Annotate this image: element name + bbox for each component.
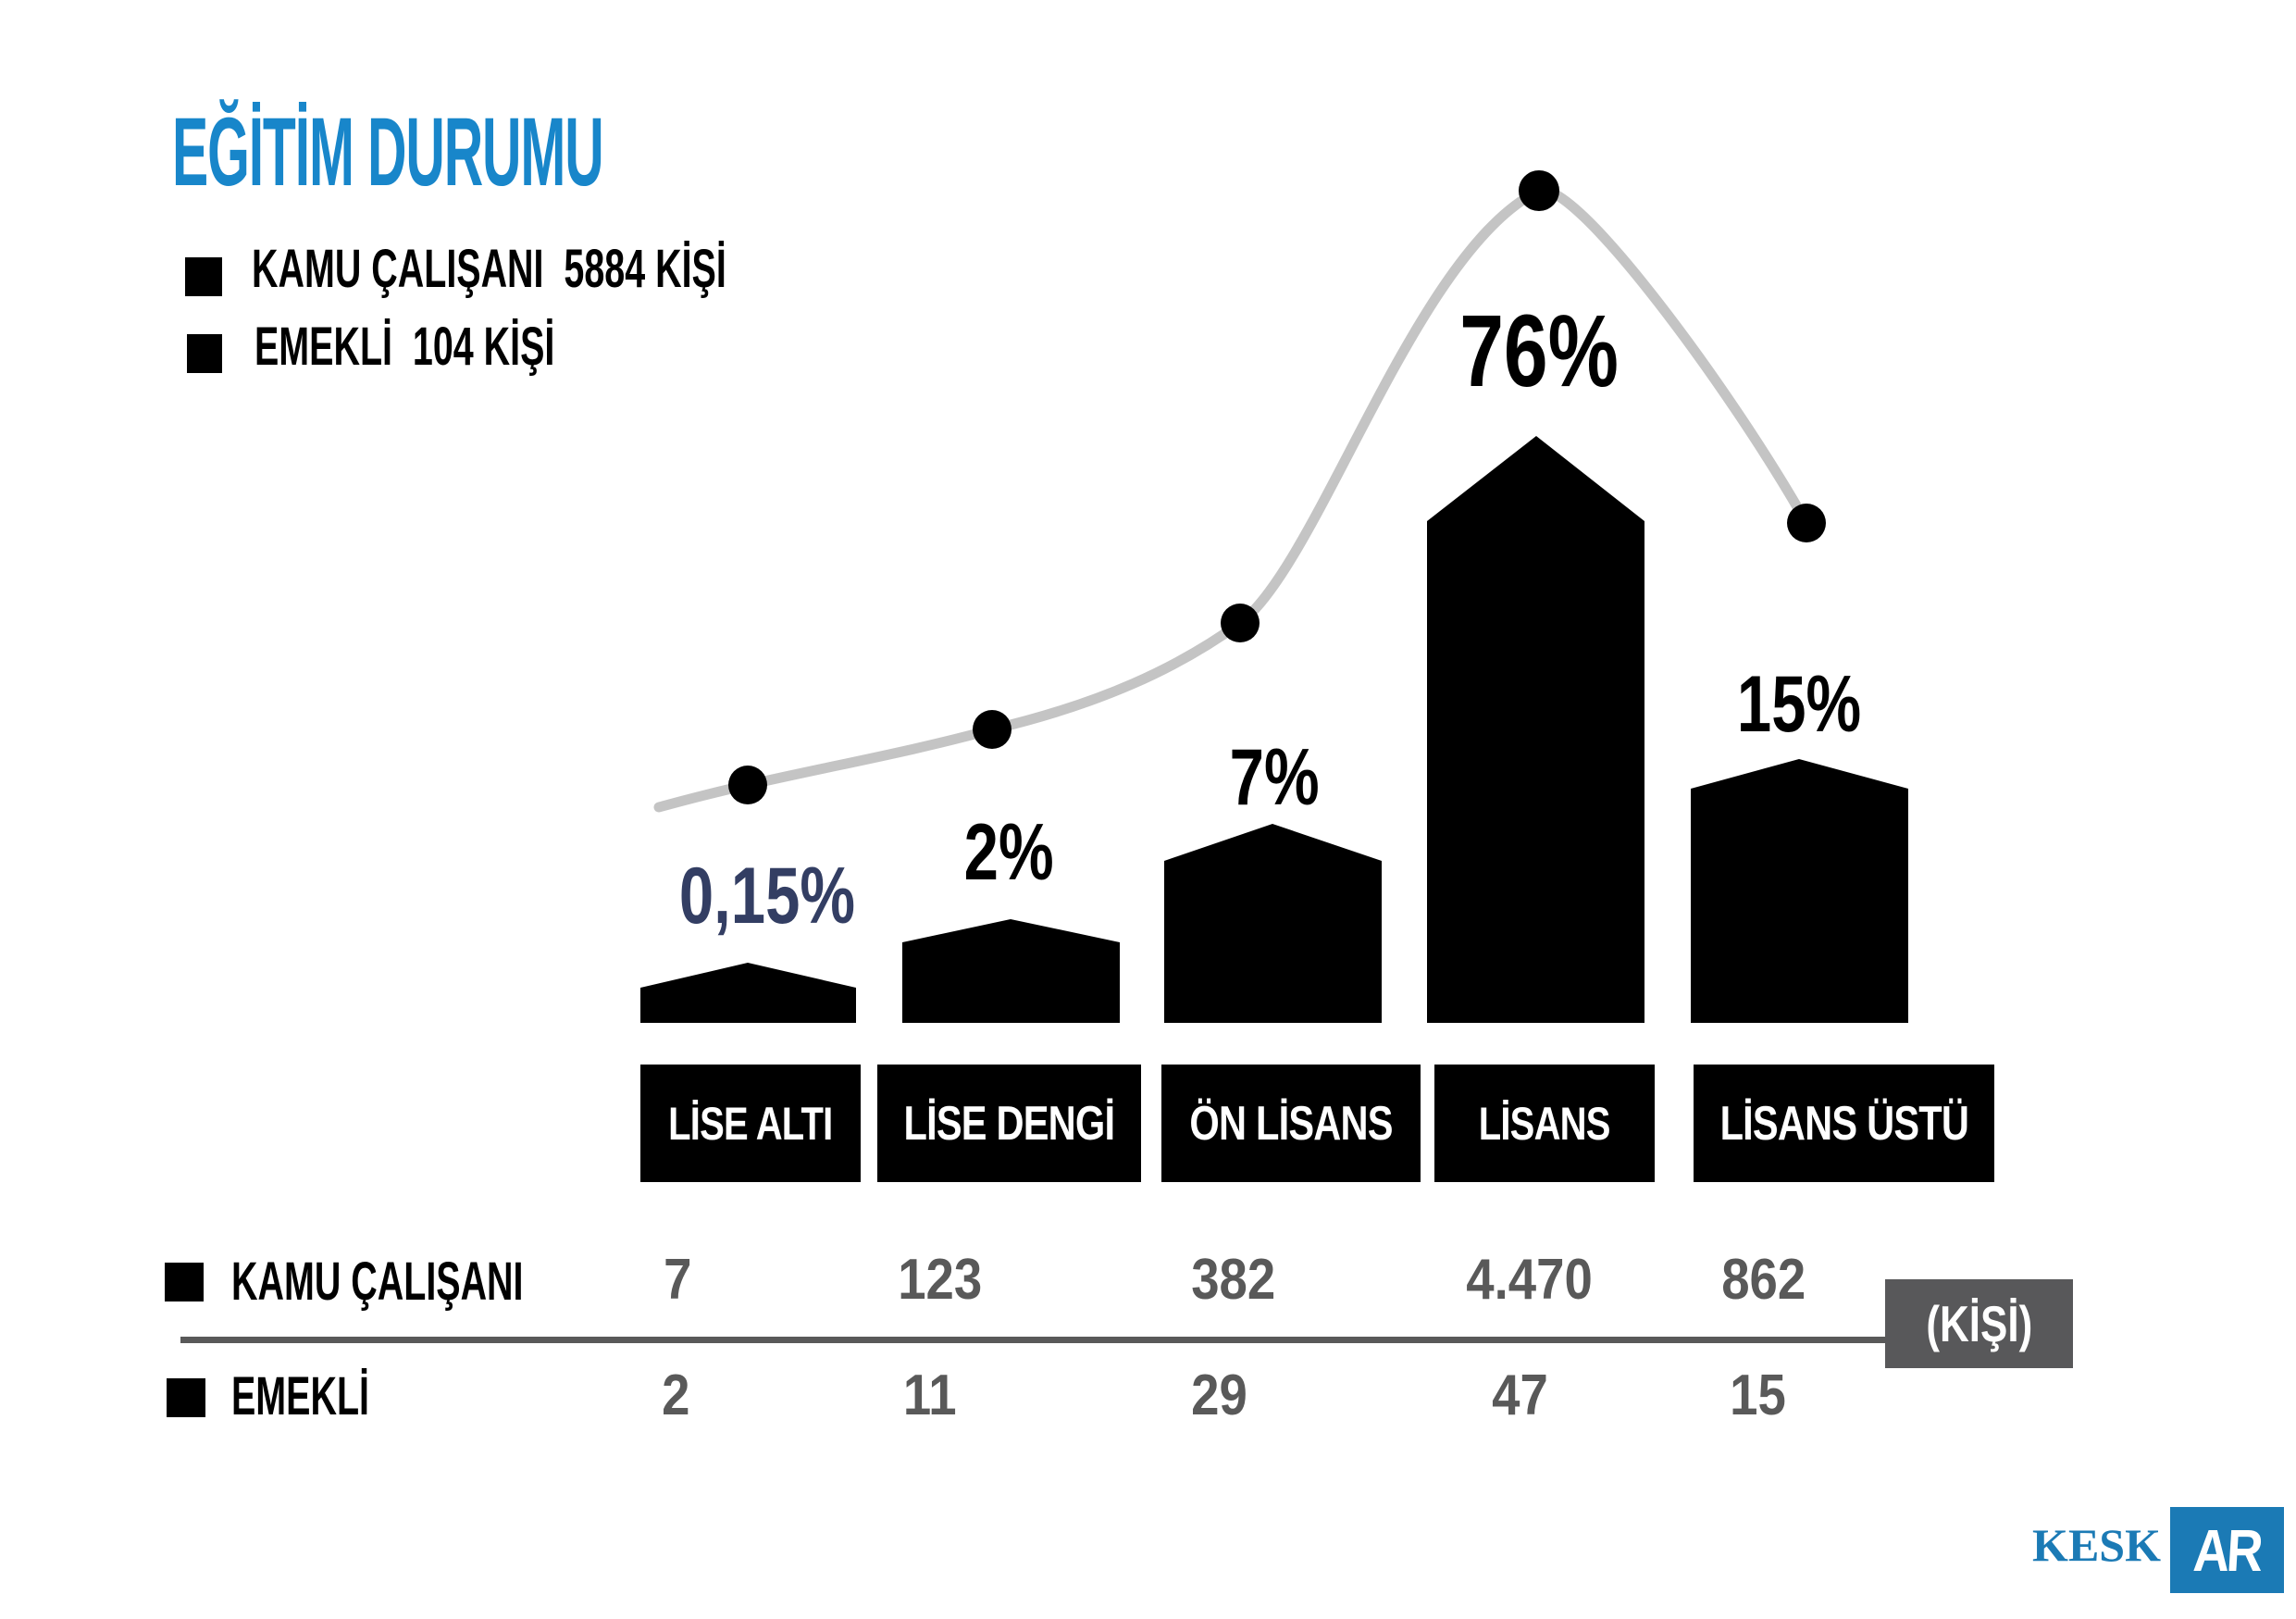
value-cell-emekli-lisans: 47 — [1491, 1364, 1548, 1427]
row-swatch-emekli-icon — [167, 1378, 205, 1417]
kesk-logo-text: KESK — [2032, 1519, 2161, 1571]
bar-on-lisans — [1164, 824, 1382, 1023]
legend-item-kamu-label: KAMU ÇALIŞANI 5884 KİŞİ — [252, 239, 726, 299]
data-point-dot-on-lisans — [1221, 604, 1260, 642]
data-point-dot-lise-alti — [728, 766, 767, 804]
legend-swatch-kamu-icon — [185, 257, 222, 296]
value-cell-emekli-lise-dengi: 11 — [903, 1364, 957, 1427]
percent-label-lisans-ustu: 15% — [1736, 660, 1862, 749]
kesk-ar-logo-box: AR — [2170, 1507, 2284, 1593]
value-cell-kamu-lisans-ustu: 862 — [1721, 1248, 1806, 1312]
percent-label-lise-alti: 0,15% — [678, 852, 856, 940]
value-cell-kamu-lise-alti: 7 — [663, 1248, 692, 1312]
bar-lisans-ustu — [1691, 759, 1908, 1023]
table-divider — [180, 1337, 1886, 1343]
unit-badge: (KİŞİ) — [1885, 1279, 2073, 1368]
data-point-dot-lisans — [1519, 170, 1559, 211]
category-label-lisans-ustu: LİSANS ÜSTÜ — [1694, 1065, 1994, 1182]
ar-logo-text: AR — [2191, 1516, 2263, 1584]
row-label-emekli: EMEKLİ — [231, 1366, 370, 1426]
data-point-dot-lise-dengi — [973, 710, 1011, 749]
legend-item-emekli: EMEKLİ 104 KİŞİ — [254, 320, 696, 374]
legend-item-emekli-label: EMEKLİ 104 KİŞİ — [254, 317, 555, 377]
data-point-dot-lisans-ustu — [1787, 504, 1826, 542]
page-title: EĞİTİM DURUMU — [172, 104, 941, 201]
value-cell-kamu-on-lisans: 382 — [1191, 1248, 1276, 1312]
value-cell-kamu-lisans: 4.470 — [1466, 1248, 1594, 1312]
bar-lisans — [1427, 436, 1644, 1023]
percent-label-lise-dengi: 2% — [963, 808, 1054, 897]
legend-swatch-emekli-icon — [187, 334, 222, 373]
value-cell-emekli-lise-alti: 2 — [661, 1364, 690, 1427]
category-label-lise-alti: LİSE ALTI — [640, 1065, 861, 1182]
category-label-on-lisans: ÖN LİSANS — [1161, 1065, 1421, 1182]
category-label-lise-dengi: LİSE DENGİ — [877, 1065, 1141, 1182]
value-cell-emekli-lisans-ustu: 15 — [1729, 1364, 1786, 1427]
page-title-text: EĞİTİM DURUMU — [172, 98, 604, 206]
value-cell-kamu-lise-dengi: 123 — [898, 1248, 983, 1312]
value-cell-emekli-on-lisans: 29 — [1190, 1364, 1247, 1427]
percent-label-lisans: 76% — [1459, 294, 1619, 408]
row-swatch-kamu-icon — [165, 1263, 204, 1301]
percent-label-on-lisans: 7% — [1229, 733, 1320, 822]
category-label-lisans: LİSANS — [1434, 1065, 1655, 1182]
bar-lise-dengi — [902, 919, 1120, 1023]
legend-item-kamu: KAMU ÇALIŞANI 5884 KİŞİ — [252, 243, 949, 296]
bar-lise-alti — [640, 963, 856, 1023]
row-label-kamu: KAMU ÇALIŞANI — [231, 1252, 524, 1312]
